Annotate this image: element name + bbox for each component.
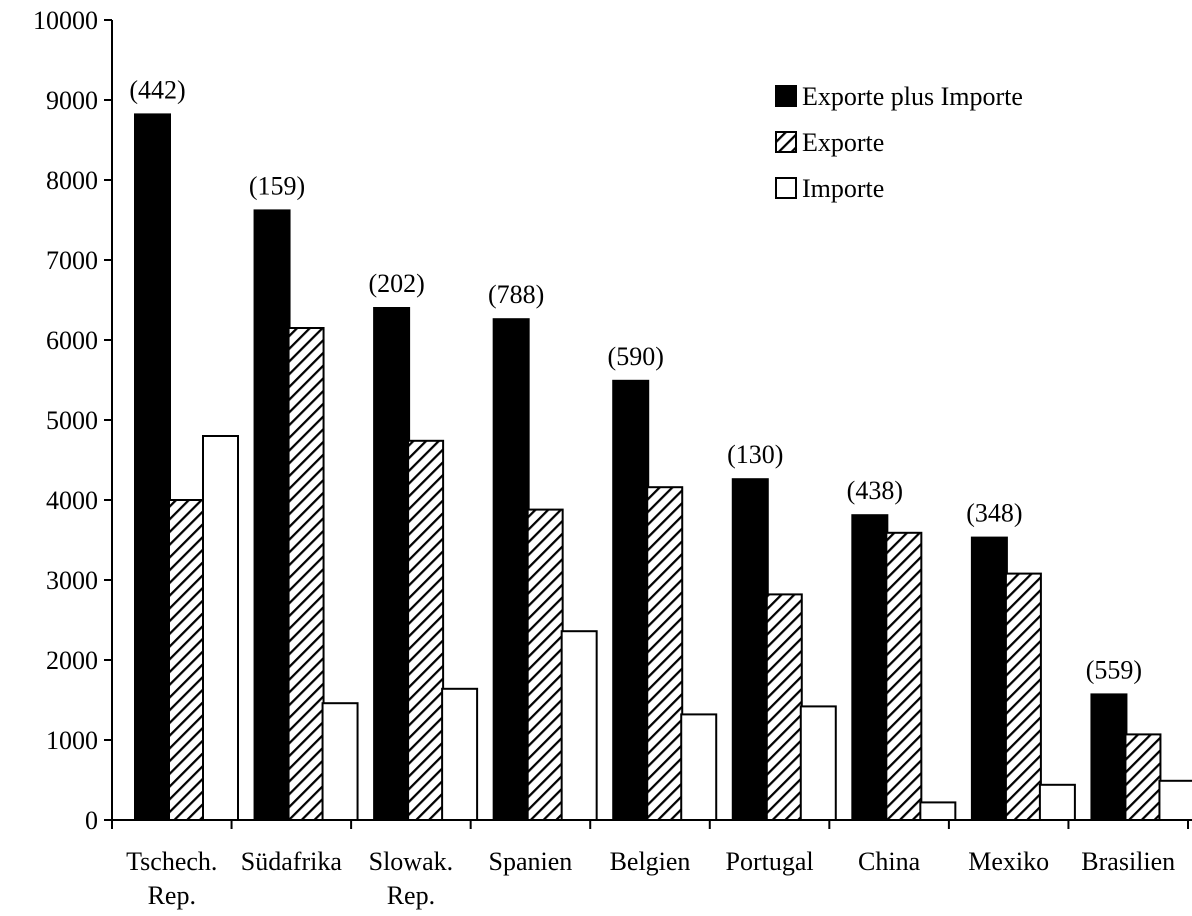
bar-empty-0 [202,435,239,821]
bar-annotation: (130) [727,440,783,469]
bars [134,113,1192,822]
x-tick-label: Brasilien [1081,847,1175,876]
bar-annotation: (348) [966,499,1022,528]
bar-annotation: (788) [488,280,544,309]
bar-solid-7 [970,536,1008,821]
x-tick-label: Slowak. Rep. [369,847,454,910]
bar-empty-6 [919,801,957,822]
bar-annotation: (590) [608,342,664,371]
bar-solid-6 [851,514,889,821]
bar-empty-1 [321,702,359,822]
bar-annotation: (442) [129,75,185,104]
legend-swatch-solid [775,85,797,107]
axes: 0 1000 2000 3000 4000 5000 6000 7000 8000 9000 100… [33,6,1189,910]
x-tick-label: Portugal [726,847,814,876]
bar-empty-7 [1038,783,1076,821]
bar-empty-3 [560,630,598,822]
bar-annotation: (159) [249,171,305,200]
y-tick-label: 9000 [46,86,98,115]
y-tick-label: 8000 [46,166,98,195]
bar-solid-0 [134,113,171,821]
annotations: (442) (159) (202) (788) (590) (130) (438) (348)… [129,75,1142,684]
bar-annotation: (202) [368,269,424,298]
legend-swatch-empty [775,177,797,199]
legend-swatch-hatch [775,131,797,153]
y-tick-label: 1000 [46,726,98,755]
bar-annotation: (559) [1086,655,1142,684]
y-tick-label: 7000 [46,246,98,275]
y-tick-label: 6000 [46,326,98,355]
bar-hatch-1 [287,327,325,821]
bar-hatch-3 [526,508,564,821]
x-tick-label: Südafrika [241,847,343,876]
x-tick-label: Spanien [489,847,573,876]
bar-solid-3 [492,318,530,821]
bar-hatch-0 [168,499,205,821]
y-tick-label: 10000 [33,6,98,35]
bar-annotation: (438) [847,476,903,505]
bar-hatch-8 [1124,733,1162,822]
bar-hatch-2 [407,439,445,821]
bar-empty-5 [799,705,837,822]
bar-hatch-7 [1004,572,1042,821]
bar-solid-8 [1090,693,1128,822]
y-tick-label: 2000 [46,646,98,675]
x-tick-label: Tschech. Rep. [126,847,217,910]
legend-label: Importe [802,174,884,203]
legend-label: Exporte [802,128,884,157]
bar-hatch-6 [885,531,923,821]
bar-solid-4 [612,379,650,821]
legend-label: Exporte plus Importe [802,82,1023,111]
bar-empty-8 [1158,779,1192,821]
bar-solid-5 [731,478,769,821]
bar-empty-2 [441,687,479,821]
bar-solid-2 [373,307,411,821]
bar-hatch-5 [765,593,803,822]
x-tick-label: Mexiko [968,847,1049,876]
y-tick-label: 5000 [46,406,98,435]
y-tick-label: 0 [85,806,98,835]
x-tick-label: Belgien [610,847,691,876]
x-tick-label: China [858,847,921,876]
y-tick-label: 4000 [46,486,98,515]
legend: Exporte plus Importe Exporte Importe [775,82,1023,203]
bar-empty-4 [680,713,718,822]
y-tick-label: 3000 [46,566,98,595]
bar-solid-1 [253,209,291,821]
bar-hatch-4 [646,486,684,821]
